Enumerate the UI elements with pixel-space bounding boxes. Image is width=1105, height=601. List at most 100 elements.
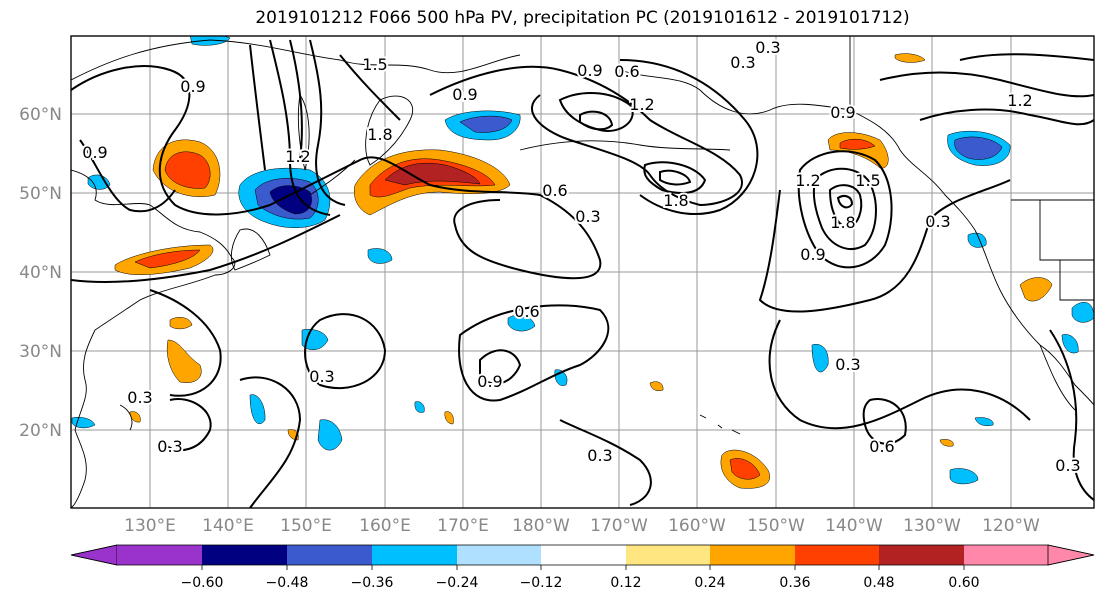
sakhalin xyxy=(297,93,310,171)
precip-negative-area xyxy=(249,394,266,425)
contour-label: 0.9 xyxy=(577,61,602,80)
pv-contour xyxy=(269,39,331,216)
pv-contour xyxy=(836,195,854,209)
contour-label: 0.6 xyxy=(542,181,567,200)
contour-label: 1.5 xyxy=(855,171,880,190)
asia-coastline xyxy=(71,169,236,508)
colorbar-tick-labels: −0.60 −0.48 −0.36 −0.24 −0.12 0.12 0.24 … xyxy=(181,575,980,591)
precip-positive-area xyxy=(384,162,481,186)
map-title: 2019101212 F066 500 hPa PV, precipitatio… xyxy=(255,8,910,28)
lon-label: 130°E xyxy=(124,516,176,536)
colorbar-segment xyxy=(372,545,457,565)
colorbar-segment xyxy=(541,545,626,565)
precip-positive-area xyxy=(444,411,454,425)
contour-label: 0.6 xyxy=(869,437,894,456)
kamchatka-coast xyxy=(365,95,414,166)
colorbar-tick-label: −0.36 xyxy=(351,575,394,591)
north-america-coast xyxy=(974,229,1094,406)
contour-label: 0.3 xyxy=(157,437,182,456)
contour-label: 1.2 xyxy=(629,95,654,114)
pv-contours xyxy=(71,39,1094,508)
precip-positive-area xyxy=(134,249,201,269)
pv-contour xyxy=(797,150,893,269)
colorbar-tick-marks xyxy=(201,565,965,570)
precip-positive-area xyxy=(169,317,193,330)
precip-negative-area xyxy=(414,401,425,413)
precip-negative-area xyxy=(974,417,994,426)
precip-positive-area xyxy=(164,151,211,189)
pv-contour xyxy=(304,313,387,390)
lon-label: 160°E xyxy=(359,516,411,536)
contour-label: 0.9 xyxy=(82,143,107,162)
colorbar xyxy=(70,544,1095,570)
lon-label: 140°W xyxy=(825,516,883,536)
contour-label: 1.2 xyxy=(285,147,310,166)
hawaii-islands xyxy=(699,414,741,435)
contour-label: 0.3 xyxy=(730,53,755,72)
colorbar-outline xyxy=(70,544,1095,566)
colorbar-segment xyxy=(202,545,287,565)
lat-label: 50°N xyxy=(19,184,62,204)
precip-positive-area xyxy=(649,381,664,391)
pv-contour xyxy=(768,319,1031,430)
colorbar-tick-label: 0.60 xyxy=(948,575,979,591)
lon-label: 150°W xyxy=(747,516,805,536)
pv-contour xyxy=(559,419,652,506)
contour-label: 1.5 xyxy=(362,55,387,74)
colorbar-extend-high xyxy=(1047,544,1095,566)
precip-negative-area xyxy=(507,314,536,332)
colorbar-tick-label: 0.12 xyxy=(610,575,641,591)
contour-labels: 0.3 0.3 0.3 0.3 0.3 0.3 0.3 0.3 0.3 0.3 … xyxy=(80,36,1082,477)
contour-label: 1.2 xyxy=(795,171,820,190)
pv-contour xyxy=(879,71,1094,98)
colorbar-segment xyxy=(117,545,202,565)
colorbar-tick-label: −0.60 xyxy=(181,575,224,591)
pv-contour xyxy=(309,39,346,206)
pv-contour xyxy=(812,167,877,250)
pv-contour xyxy=(289,39,303,161)
contour-label: 1.2 xyxy=(1007,91,1032,110)
lon-label: 130°W xyxy=(903,516,961,536)
contour-label: 0.6 xyxy=(614,62,639,81)
lon-label: 120°W xyxy=(982,516,1040,536)
colorbar-tick-label: −0.24 xyxy=(436,575,479,591)
lon-label: 140°E xyxy=(202,516,254,536)
colorbar-segment xyxy=(626,545,710,565)
aleutian-chain xyxy=(519,140,731,151)
precip-positive-area xyxy=(1019,277,1053,302)
colorbar-tick-label: −0.12 xyxy=(520,575,563,591)
map-border xyxy=(70,35,1095,509)
colorbar-extend-low xyxy=(70,544,118,566)
precip-negative-area xyxy=(1071,302,1094,323)
pv-contour xyxy=(619,59,759,216)
contour-label: 1.8 xyxy=(830,213,855,232)
pv-contour xyxy=(458,304,610,402)
colorbar-segment xyxy=(457,545,541,565)
us-state-line xyxy=(1039,200,1094,261)
japan xyxy=(230,228,271,271)
contour-label: 0.9 xyxy=(800,245,825,264)
pv-contour xyxy=(249,44,266,171)
pv-contour xyxy=(643,161,707,194)
contour-label: 0.3 xyxy=(755,38,780,57)
pv-contour xyxy=(79,139,176,213)
contour-label: 0.9 xyxy=(830,103,855,122)
colorbar-segment xyxy=(287,545,372,565)
colorbar-tick-label: 0.48 xyxy=(863,575,894,591)
contour-label: 0.3 xyxy=(587,446,612,465)
contour-label: 0.9 xyxy=(180,77,205,96)
lon-label: 170°E xyxy=(437,516,489,536)
pv-contour xyxy=(71,65,602,280)
contour-label: 0.6 xyxy=(514,302,539,321)
pv-contour xyxy=(558,92,634,132)
contour-label: 0.9 xyxy=(477,372,502,391)
colorbar-segment xyxy=(964,545,1048,565)
pv-contour xyxy=(828,184,863,230)
lat-labels: 60°N 50°N 40°N 30°N 20°N xyxy=(19,105,62,441)
pv-contour xyxy=(862,398,907,445)
pv-contour xyxy=(959,53,1094,61)
baja-california xyxy=(1039,344,1076,411)
contour-label: 0.3 xyxy=(925,212,950,231)
us-state-line xyxy=(1059,260,1094,301)
